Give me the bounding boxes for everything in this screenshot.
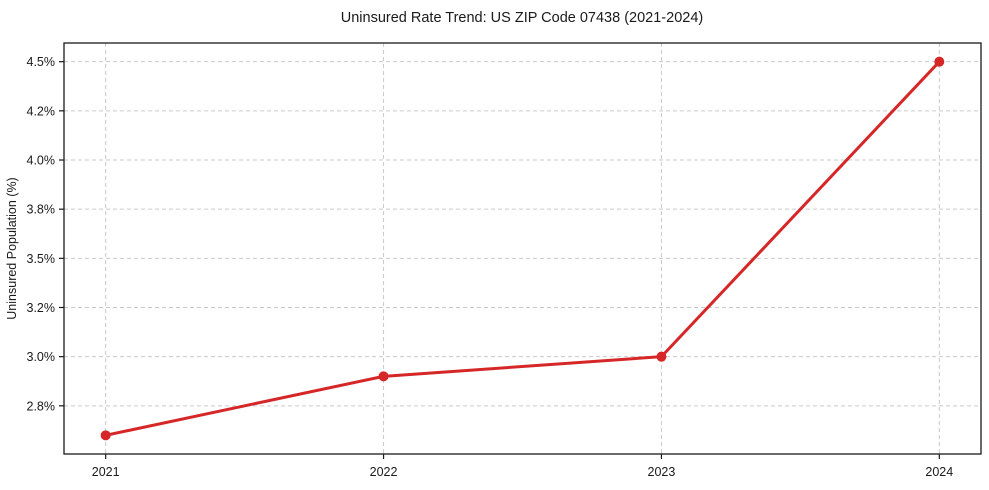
gridlines: [64, 43, 981, 454]
chart-title: Uninsured Rate Trend: US ZIP Code 07438 …: [341, 10, 703, 26]
y-tick-label: 3.8%: [27, 203, 56, 217]
x-tick-label: 2023: [648, 465, 676, 479]
data-point: [100, 430, 111, 441]
y-tick-label: 3.2%: [27, 301, 56, 315]
data-point: [656, 351, 667, 362]
y-axis-title: Uninsured Population (%): [5, 177, 19, 319]
y-tick-label: 4.5%: [27, 55, 56, 69]
axes: [59, 42, 982, 459]
x-tick-label: 2021: [92, 465, 120, 479]
x-tick-label: 2022: [370, 465, 398, 479]
trend-line: [104, 60, 941, 437]
plot-frame: [63, 42, 982, 455]
y-tick-label: 2.8%: [27, 399, 56, 413]
y-tick-label: 4.2%: [27, 104, 56, 118]
y-tick-label: 3.5%: [27, 252, 56, 266]
y-tick-label: 3.0%: [27, 350, 56, 364]
data-point: [378, 371, 389, 382]
tick-labels: 2.8% 3.0% 3.2% 3.5% 3.8% 4.0% 4.2% 4.5% 2021 2022…: [27, 55, 954, 479]
data-point: [934, 56, 945, 67]
data-series: [100, 56, 945, 441]
y-tick-label: 4.0%: [27, 154, 56, 168]
x-tick-label: 2024: [925, 465, 953, 479]
